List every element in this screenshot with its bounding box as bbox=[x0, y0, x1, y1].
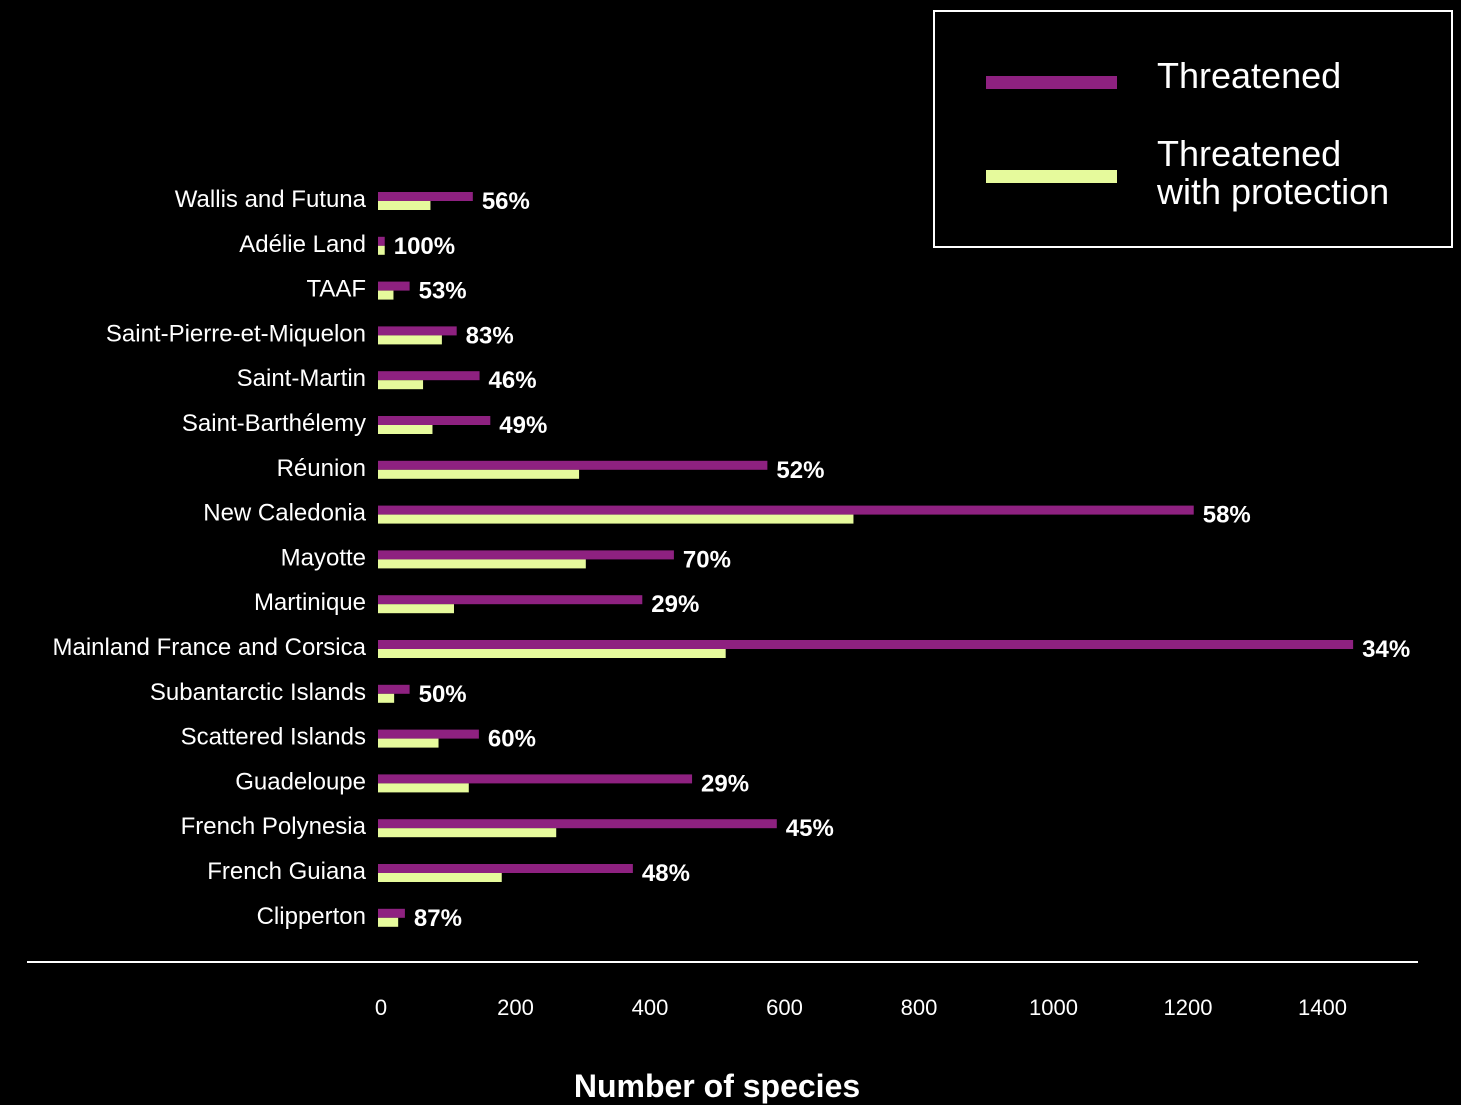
legend: Threatened Threatened with protection bbox=[933, 10, 1453, 248]
bar-threatened-mainland-france-and-corsica bbox=[378, 640, 1354, 649]
bar-protected-saint-martin bbox=[378, 380, 424, 390]
bar-threatened-saint-pierre-et-miquelon bbox=[378, 326, 457, 336]
percent-label-clipperton: 87% bbox=[414, 905, 462, 932]
percent-label-mainland-france-and-corsica: 34% bbox=[1362, 636, 1410, 663]
bar-protected-french-polynesia bbox=[378, 828, 557, 838]
bar-threatened-guadeloupe bbox=[378, 774, 693, 784]
bar-threatened-scattered-islands bbox=[378, 729, 479, 739]
bar-protected-saint-pierre-et-miquelon bbox=[378, 335, 442, 345]
bar-protected-new-caledonia bbox=[378, 514, 854, 524]
bar-threatened-taaf bbox=[378, 281, 410, 291]
bar-protected-adelie-land bbox=[378, 245, 385, 255]
bar-threatened-martinique bbox=[378, 595, 643, 605]
x-tick-800: 800 bbox=[901, 995, 938, 1020]
bar-threatened-french-guiana bbox=[378, 864, 633, 873]
percent-label-french-guiana: 48% bbox=[642, 860, 690, 887]
x-tick-200: 200 bbox=[497, 995, 534, 1020]
bar-threatened-french-polynesia bbox=[378, 819, 777, 829]
category-label-new-caledonia: New Caledonia bbox=[203, 500, 366, 527]
percent-label-french-polynesia: 45% bbox=[786, 815, 834, 842]
bar-threatened-saint-martin bbox=[378, 371, 480, 381]
category-label-guadeloupe: Guadeloupe bbox=[235, 768, 366, 795]
category-label-mayotte: Mayotte bbox=[281, 544, 366, 571]
legend-label-threatened-with-protection-line1: Threatened bbox=[1157, 133, 1341, 174]
percent-label-new-caledonia: 58% bbox=[1203, 502, 1251, 529]
x-axis-label: Number of species bbox=[574, 1068, 860, 1104]
bar-threatened-adelie-land bbox=[378, 236, 385, 246]
category-label-saint-pierre-et-miquelon: Saint-Pierre-et-Miquelon bbox=[106, 320, 366, 347]
bar-protected-mainland-france-and-corsica bbox=[378, 649, 726, 658]
category-label-taaf: TAAF bbox=[306, 276, 366, 303]
x-tick-0: 0 bbox=[375, 995, 387, 1020]
bars-layer bbox=[378, 192, 1354, 927]
bar-protected-guadeloupe bbox=[378, 783, 469, 793]
category-label-saint-martin: Saint-Martin bbox=[237, 365, 366, 392]
percent-label-taaf: 53% bbox=[419, 278, 467, 305]
bar-protected-scattered-islands bbox=[378, 738, 439, 748]
percent-label-reunion: 52% bbox=[776, 457, 824, 484]
percent-label-martinique: 29% bbox=[651, 591, 699, 618]
legend-frame bbox=[933, 10, 1453, 248]
category-label-saint-barthelemy: Saint-Barthélemy bbox=[182, 410, 366, 437]
category-label-mainland-france-and-corsica: Mainland France and Corsica bbox=[53, 634, 367, 661]
bar-protected-saint-barthelemy bbox=[378, 425, 433, 434]
category-label-french-guiana: French Guiana bbox=[207, 858, 366, 885]
percent-label-subantarctic-islands: 50% bbox=[419, 681, 467, 708]
bar-threatened-subantarctic-islands bbox=[378, 684, 410, 694]
bar-threatened-saint-barthelemy bbox=[378, 416, 491, 425]
bar-protected-reunion bbox=[378, 469, 580, 479]
bar-protected-clipperton bbox=[378, 917, 399, 927]
x-tick-1400: 1400 bbox=[1298, 995, 1347, 1020]
x-tick-1000: 1000 bbox=[1029, 995, 1078, 1020]
category-label-subantarctic-islands: Subantarctic Islands bbox=[150, 679, 366, 706]
bar-protected-subantarctic-islands bbox=[378, 693, 395, 703]
category-label-french-polynesia: French Polynesia bbox=[181, 813, 367, 840]
bar-protected-martinique bbox=[378, 604, 454, 614]
percent-label-wallis-and-futuna: 56% bbox=[482, 188, 530, 215]
percent-label-mayotte: 70% bbox=[683, 546, 731, 573]
x-tick-600: 600 bbox=[766, 995, 803, 1020]
percent-label-saint-pierre-et-miquelon: 83% bbox=[466, 322, 514, 349]
bar-threatened-mayotte bbox=[378, 550, 674, 560]
category-label-wallis-and-futuna: Wallis and Futuna bbox=[175, 186, 367, 213]
bar-protected-wallis-and-futuna bbox=[378, 201, 431, 210]
percent-label-guadeloupe: 29% bbox=[701, 770, 749, 797]
category-label-reunion: Réunion bbox=[277, 455, 366, 482]
percent-label-scattered-islands: 60% bbox=[488, 726, 536, 753]
percent-label-saint-martin: 46% bbox=[489, 367, 537, 394]
bar-threatened-clipperton bbox=[378, 908, 405, 918]
legend-label-threatened-with-protection-line2: with protection bbox=[1156, 171, 1389, 212]
legend-swatch-threatened bbox=[986, 76, 1117, 89]
percent-label-adelie-land: 100% bbox=[394, 233, 455, 260]
bar-protected-french-guiana bbox=[378, 873, 502, 882]
category-label-scattered-islands: Scattered Islands bbox=[181, 724, 366, 751]
percent-label-saint-barthelemy: 49% bbox=[499, 412, 547, 439]
bar-threatened-new-caledonia bbox=[378, 505, 1194, 515]
category-label-adelie-land: Adélie Land bbox=[239, 231, 366, 258]
labels-layer: Wallis and Futuna 56% Adélie Land 100% TAAF 5… bbox=[53, 186, 1411, 932]
x-tick-1200: 1200 bbox=[1164, 995, 1213, 1020]
x-tick-labels: 0 200 400 600 800 1000 1200 1400 bbox=[375, 995, 1347, 1020]
bar-protected-mayotte bbox=[378, 559, 586, 569]
category-label-martinique: Martinique bbox=[254, 589, 366, 616]
legend-label-threatened: Threatened bbox=[1157, 55, 1341, 96]
x-tick-400: 400 bbox=[632, 995, 669, 1020]
category-label-clipperton: Clipperton bbox=[257, 903, 366, 930]
bar-protected-taaf bbox=[378, 290, 394, 300]
legend-swatch-threatened-with-protection bbox=[986, 170, 1117, 183]
bar-threatened-reunion bbox=[378, 460, 768, 470]
bar-threatened-wallis-and-futuna bbox=[378, 192, 473, 201]
